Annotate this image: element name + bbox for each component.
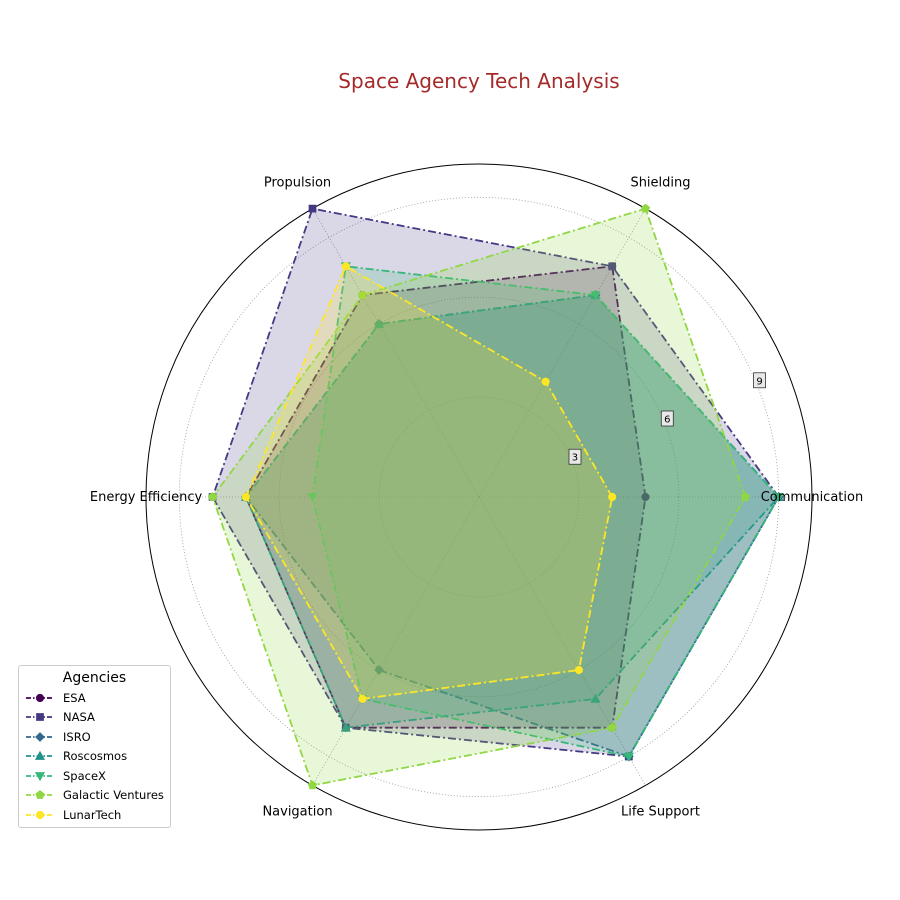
data-point — [773, 493, 784, 503]
legend-label: Galactic Ventures — [63, 788, 164, 803]
series-area — [312, 266, 779, 757]
grid-ring — [278, 296, 680, 698]
axis-label: Life Support — [621, 804, 700, 819]
legend-item: Galactic Ventures — [25, 786, 164, 806]
data-point — [623, 752, 634, 762]
legend: Agencies ESA NASA ISRO Roscosmos SpaceX Galac… — [18, 665, 171, 828]
data-point — [608, 262, 617, 271]
axis-label: Navigation — [262, 804, 332, 819]
legend-label: ISRO — [63, 729, 91, 744]
series-area — [245, 295, 779, 728]
legend-label: LunarTech — [63, 807, 122, 822]
chart-title: Space Agency Tech Analysis — [338, 69, 619, 93]
series-area — [245, 266, 613, 699]
data-point — [341, 262, 350, 271]
data-point — [574, 665, 583, 675]
series-area — [212, 208, 746, 786]
data-point — [307, 493, 318, 503]
axis-label: Energy Efficiency — [90, 490, 203, 505]
series-area — [212, 208, 779, 757]
legend-label: SpaceX — [63, 768, 106, 783]
legend-label: Roscosmos — [63, 749, 128, 764]
legend-title: Agencies — [62, 670, 127, 686]
series-area — [245, 295, 779, 757]
data-point — [608, 492, 617, 502]
tick-label-box — [660, 410, 674, 427]
data-point — [640, 203, 651, 213]
axis-label: Propulsion — [264, 176, 331, 191]
data-point — [308, 204, 317, 213]
data-point — [374, 318, 385, 328]
legend-swatch — [26, 771, 54, 781]
data-point — [307, 780, 318, 790]
tick-label-box — [568, 448, 582, 465]
legend-swatch — [26, 790, 54, 800]
axis-label: Communication — [761, 490, 863, 505]
legend-item: ISRO — [25, 727, 164, 747]
tick-label: 3 — [572, 453, 578, 464]
data-point — [590, 693, 601, 703]
legend-swatch — [26, 693, 54, 702]
data-point — [358, 694, 367, 703]
legend-label: ESA — [63, 690, 86, 705]
data-point — [241, 492, 250, 502]
legend-item: ESA — [25, 688, 164, 708]
data-point — [374, 665, 385, 675]
data-point — [541, 377, 550, 386]
outer-frame — [145, 163, 813, 831]
legend-item: Roscosmos — [25, 747, 164, 767]
legend-item: NASA — [25, 708, 164, 728]
legend-swatch — [26, 731, 54, 742]
legend-swatch — [26, 751, 54, 761]
data-point — [607, 722, 617, 732]
legend-item: LunarTech — [25, 805, 164, 825]
data-point — [340, 722, 351, 732]
tick-label: 6 — [664, 415, 670, 426]
tick-label-box — [753, 372, 766, 389]
legend-item: SpaceX — [25, 766, 164, 786]
legend-label: NASA — [63, 710, 95, 725]
tick-label: 9 — [756, 376, 762, 387]
legend-swatch — [26, 810, 54, 819]
data-point — [357, 290, 368, 300]
data-point — [208, 492, 218, 501]
data-point — [590, 291, 601, 301]
legend-swatch — [26, 713, 54, 722]
axis-label: Shielding — [630, 176, 690, 191]
data-point — [740, 492, 750, 501]
data-point — [641, 492, 650, 502]
